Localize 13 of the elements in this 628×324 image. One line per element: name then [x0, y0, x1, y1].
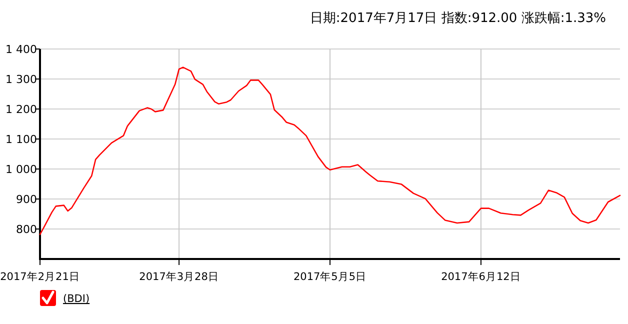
y-tick-label: 800 [16, 223, 37, 236]
y-tick-label: 1 400 [6, 43, 37, 56]
y-tick-label: 1 300 [6, 73, 37, 86]
legend-label: (BDI) [63, 293, 90, 305]
y-tick-label: 900 [16, 193, 37, 206]
y-tick-label: 1 000 [6, 163, 37, 176]
x-tick-label: 2017年2月21日 [0, 271, 80, 283]
chart-title: 日期:2017年7月17日 指数:912.00 涨跌幅:1.33% [310, 11, 606, 26]
x-tick-label: 2017年3月28日 [139, 271, 219, 283]
y-tick-label: 1 100 [6, 133, 37, 146]
x-tick-label: 2017年6月12日 [441, 271, 521, 283]
y-tick-label: 1 200 [6, 103, 37, 116]
x-tick-label: 2017年5月5日 [293, 271, 367, 283]
